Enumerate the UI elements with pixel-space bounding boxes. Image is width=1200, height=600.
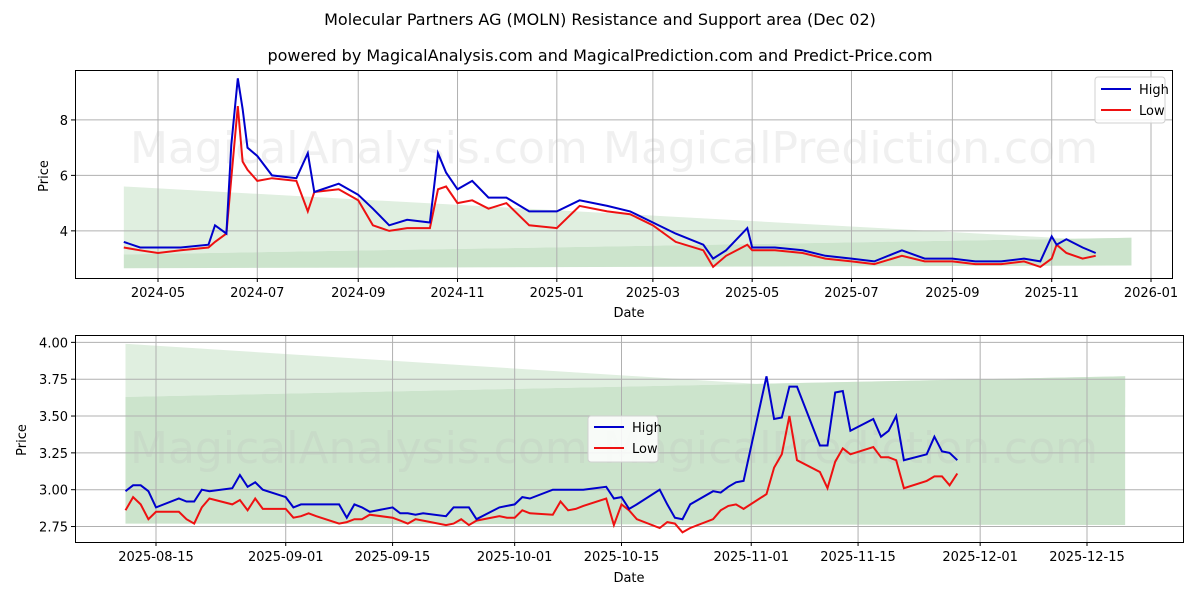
- bottom-y-axis: 2.75 3.00 3.25 3.50 3.75 4.00: [39, 336, 75, 536]
- bottom-chart: MagicalAnalysis.com MagicalPrediction.co…: [15, 335, 1184, 586]
- top-x-axis: 2024-05 2024-07 2024-09 2024-11 2025-01 2025-…: [131, 278, 1178, 301]
- y-tick-label: 4: [60, 225, 68, 240]
- top-low-line: [123, 106, 1096, 269]
- legend-low-label-2: Low: [632, 442, 658, 457]
- y-tick-label: 3.50: [39, 410, 68, 425]
- top-axes-frame: [75, 70, 1173, 279]
- top-support-resistance-bands: [123, 186, 1132, 269]
- top-high-line: [123, 78, 1097, 263]
- x-tick-label: 2024-07: [230, 286, 284, 301]
- y-tick-label: 2.75: [39, 521, 68, 536]
- support-band: [123, 237, 1132, 269]
- x-tick-label: 2025-10-15: [584, 550, 660, 565]
- resistance-band: [125, 343, 1126, 408]
- x-tick-label: 2025-12-15: [1049, 550, 1125, 565]
- x-tick-label: 2025-11: [1025, 286, 1079, 301]
- x-tick-label: 2025-09: [925, 286, 979, 301]
- resistance-band: [123, 186, 1132, 255]
- x-tick-label: 2024-09: [331, 286, 385, 301]
- top-y-axis: 4 6 8: [60, 114, 75, 240]
- watermark-analysis-2: MagicalAnalysis.com: [130, 423, 588, 474]
- top-legend: High Low: [1094, 76, 1169, 124]
- chart-subtitle: powered by MagicalAnalysis.com and Magic…: [267, 46, 933, 65]
- x-tick-label: 2025-05: [725, 286, 779, 301]
- y-tick-label: 3.25: [39, 447, 68, 462]
- top-x-axis-label: Date: [613, 306, 644, 321]
- x-tick-label: 2025-08-15: [118, 550, 194, 565]
- x-tick-label: 2025-12-01: [942, 550, 1018, 565]
- x-tick-label: 2025-09-01: [248, 550, 324, 565]
- bottom-axes-frame: [75, 335, 1184, 543]
- x-tick-label: 2025-11-01: [713, 550, 789, 565]
- x-tick-label: 2025-10-01: [477, 550, 553, 565]
- x-tick-label: 2025-07: [824, 286, 878, 301]
- x-tick-label: 2026-01: [1124, 286, 1178, 301]
- bottom-x-axis-label: Date: [613, 571, 644, 586]
- legend-high-label: High: [1139, 83, 1169, 98]
- y-tick-label: 8: [60, 114, 68, 129]
- bottom-y-axis-label: Price: [15, 424, 30, 456]
- y-tick-label: 3.75: [39, 373, 68, 388]
- x-tick-label: 2024-05: [131, 286, 185, 301]
- watermark-analysis: MagicalAnalysis.com: [130, 123, 588, 174]
- legend-high-label-2: High: [632, 421, 662, 436]
- y-tick-label: 3.00: [39, 484, 68, 499]
- bottom-gridlines: [75, 335, 1183, 542]
- bottom-low-line: [124, 415, 959, 534]
- watermark-prediction: MagicalPrediction.com: [603, 123, 1098, 174]
- top-chart: MagicalAnalysis.com MagicalPrediction.co…: [37, 70, 1178, 321]
- y-tick-label: 4.00: [39, 336, 68, 351]
- bottom-legend: High Low: [587, 415, 662, 463]
- x-tick-label: 2025-03: [626, 286, 680, 301]
- x-tick-label: 2025-09-15: [355, 550, 431, 565]
- x-tick-label: 2025-11-15: [820, 550, 896, 565]
- bottom-x-axis: 2025-08-15 2025-09-01 2025-09-15 2025-10-01…: [118, 542, 1125, 565]
- x-tick-label: 2024-11: [430, 286, 484, 301]
- chart-title: Molecular Partners AG (MOLN) Resistance …: [324, 10, 876, 29]
- y-tick-label: 6: [60, 169, 68, 184]
- legend-low-label: Low: [1139, 104, 1165, 119]
- top-y-axis-label: Price: [37, 160, 52, 192]
- x-tick-label: 2025-01: [530, 286, 584, 301]
- bottom-high-line: [124, 376, 958, 521]
